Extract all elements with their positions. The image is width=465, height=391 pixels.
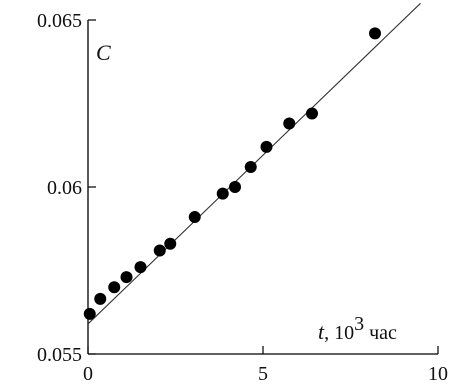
data-point bbox=[283, 117, 296, 130]
data-point bbox=[216, 187, 229, 200]
x-tick-label: 5 bbox=[258, 363, 268, 385]
x-axis-label: t, 103 час bbox=[318, 313, 397, 344]
data-point bbox=[134, 261, 147, 274]
data-point bbox=[244, 160, 257, 173]
x-axis-unit-exponent: 3 bbox=[354, 313, 364, 335]
x-axis-unit: час bbox=[364, 322, 397, 344]
data-point bbox=[229, 181, 241, 193]
data-points bbox=[83, 27, 381, 320]
data-point bbox=[94, 292, 107, 305]
tick-labels: 0 5 10 0.055 0.06 0.065 bbox=[37, 10, 448, 385]
y-tick-label: 0.065 bbox=[37, 10, 82, 32]
data-point bbox=[164, 237, 177, 250]
x-tick-label: 0 bbox=[83, 363, 93, 385]
y-axis-label: C bbox=[96, 40, 111, 65]
data-point bbox=[153, 244, 166, 257]
x-axis-unit-base: 10 bbox=[334, 322, 354, 344]
x-axis-variable: t bbox=[318, 319, 325, 344]
y-tick-label: 0.06 bbox=[47, 177, 82, 199]
y-tick-label: 0.055 bbox=[37, 344, 82, 366]
x-tick-label: 10 bbox=[428, 363, 448, 385]
data-point bbox=[83, 307, 96, 320]
data-point bbox=[369, 27, 381, 40]
data-point bbox=[108, 281, 121, 294]
x-axis-separator: , bbox=[324, 322, 334, 344]
data-point bbox=[120, 271, 133, 284]
data-point bbox=[260, 140, 273, 153]
data-point bbox=[188, 211, 201, 224]
axes bbox=[87, 20, 438, 355]
ticks bbox=[87, 19, 439, 355]
data-point bbox=[306, 107, 318, 120]
